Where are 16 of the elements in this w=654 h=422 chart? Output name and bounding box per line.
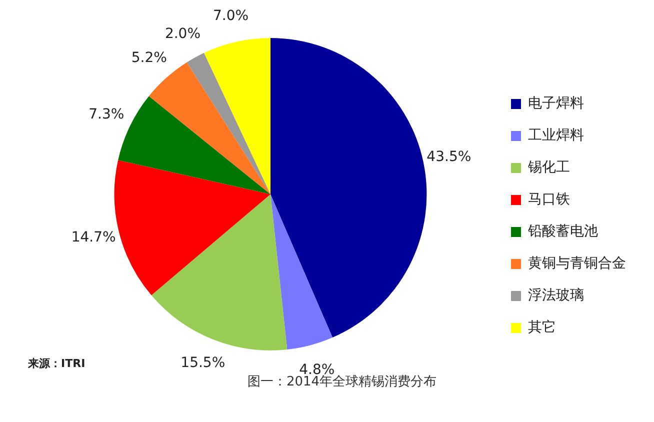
data-label: 7.0% [212, 8, 249, 24]
data-label: 5.2% [131, 50, 167, 66]
legend-label: 锡化工 [527, 160, 570, 176]
data-label: 15.5% [180, 355, 226, 372]
legend-label: 工业焊料 [528, 128, 584, 144]
data-label: 2.0% [164, 26, 201, 42]
data-label: 43.5% [426, 148, 472, 165]
legend-label: 其它 [528, 320, 556, 336]
data-label: 7.3% [88, 106, 124, 123]
legend-label: 黄铜与青铜合金 [528, 256, 626, 272]
data-label: 14.7% [71, 229, 116, 246]
legend-label: 铅酸蓄电池 [527, 224, 598, 240]
legend-label: 电子焊料 [528, 96, 584, 112]
legend-label: 马口铁 [528, 192, 570, 208]
source-note: 来源：ITRI [27, 356, 86, 370]
legend-label: 浮法玻璃 [528, 288, 584, 304]
